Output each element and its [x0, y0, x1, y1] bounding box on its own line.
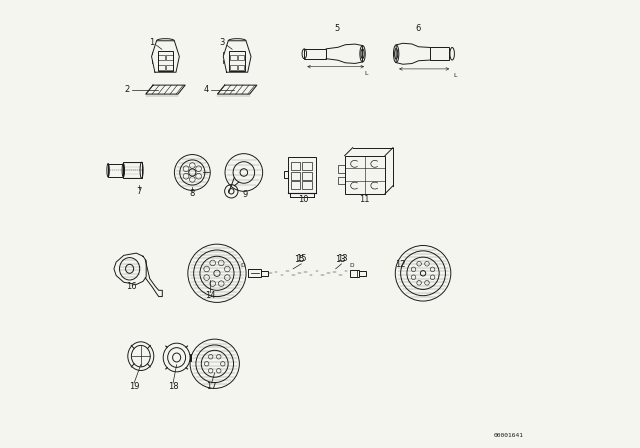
Bar [360, 271, 365, 276]
Text: L: L [454, 73, 457, 78]
Bar [305, 49, 326, 59]
Bar [261, 271, 268, 276]
Bar [158, 55, 165, 60]
Text: 18: 18 [168, 382, 179, 391]
Bar [302, 162, 312, 170]
Bar [284, 171, 288, 178]
Bar [248, 269, 261, 277]
Bar [237, 55, 244, 60]
Text: 00001641: 00001641 [493, 433, 523, 438]
Text: 6: 6 [415, 24, 420, 33]
Text: 15: 15 [296, 254, 307, 263]
Text: 7: 7 [136, 187, 141, 196]
Bar [166, 65, 173, 69]
Bar [344, 156, 385, 194]
Text: 12: 12 [396, 260, 406, 269]
Bar [339, 177, 344, 184]
Bar [339, 165, 344, 172]
Text: 13: 13 [337, 254, 348, 263]
Text: 2: 2 [125, 85, 130, 94]
Bar [291, 162, 300, 170]
Text: 13: 13 [335, 255, 346, 264]
Text: 11: 11 [360, 195, 370, 204]
Text: 4: 4 [204, 85, 209, 94]
Bar [302, 181, 312, 190]
Bar [430, 47, 449, 60]
Text: L: L [365, 71, 368, 76]
Text: 19: 19 [129, 382, 140, 391]
Bar [157, 51, 173, 71]
Text: 8: 8 [189, 190, 195, 198]
Bar [351, 270, 360, 277]
Text: D: D [349, 263, 354, 268]
Text: D: D [241, 263, 245, 268]
Text: 10: 10 [298, 195, 308, 204]
Bar [237, 65, 244, 69]
Bar [229, 51, 245, 71]
Bar [230, 55, 237, 60]
Bar [166, 55, 173, 60]
Bar [291, 181, 300, 190]
Text: 9: 9 [243, 190, 248, 199]
Bar [108, 164, 124, 177]
Text: 17: 17 [206, 382, 217, 391]
Bar [288, 157, 316, 193]
Text: 5: 5 [334, 24, 339, 33]
Bar [302, 172, 312, 180]
Text: 1: 1 [149, 38, 155, 47]
Text: 3: 3 [220, 38, 225, 47]
Bar [124, 162, 141, 178]
Bar [190, 354, 191, 361]
Bar [291, 172, 300, 180]
Text: 16: 16 [127, 282, 137, 291]
Text: 15: 15 [294, 255, 305, 264]
Bar [158, 65, 165, 69]
Text: 14: 14 [205, 291, 216, 300]
Bar [230, 65, 237, 69]
